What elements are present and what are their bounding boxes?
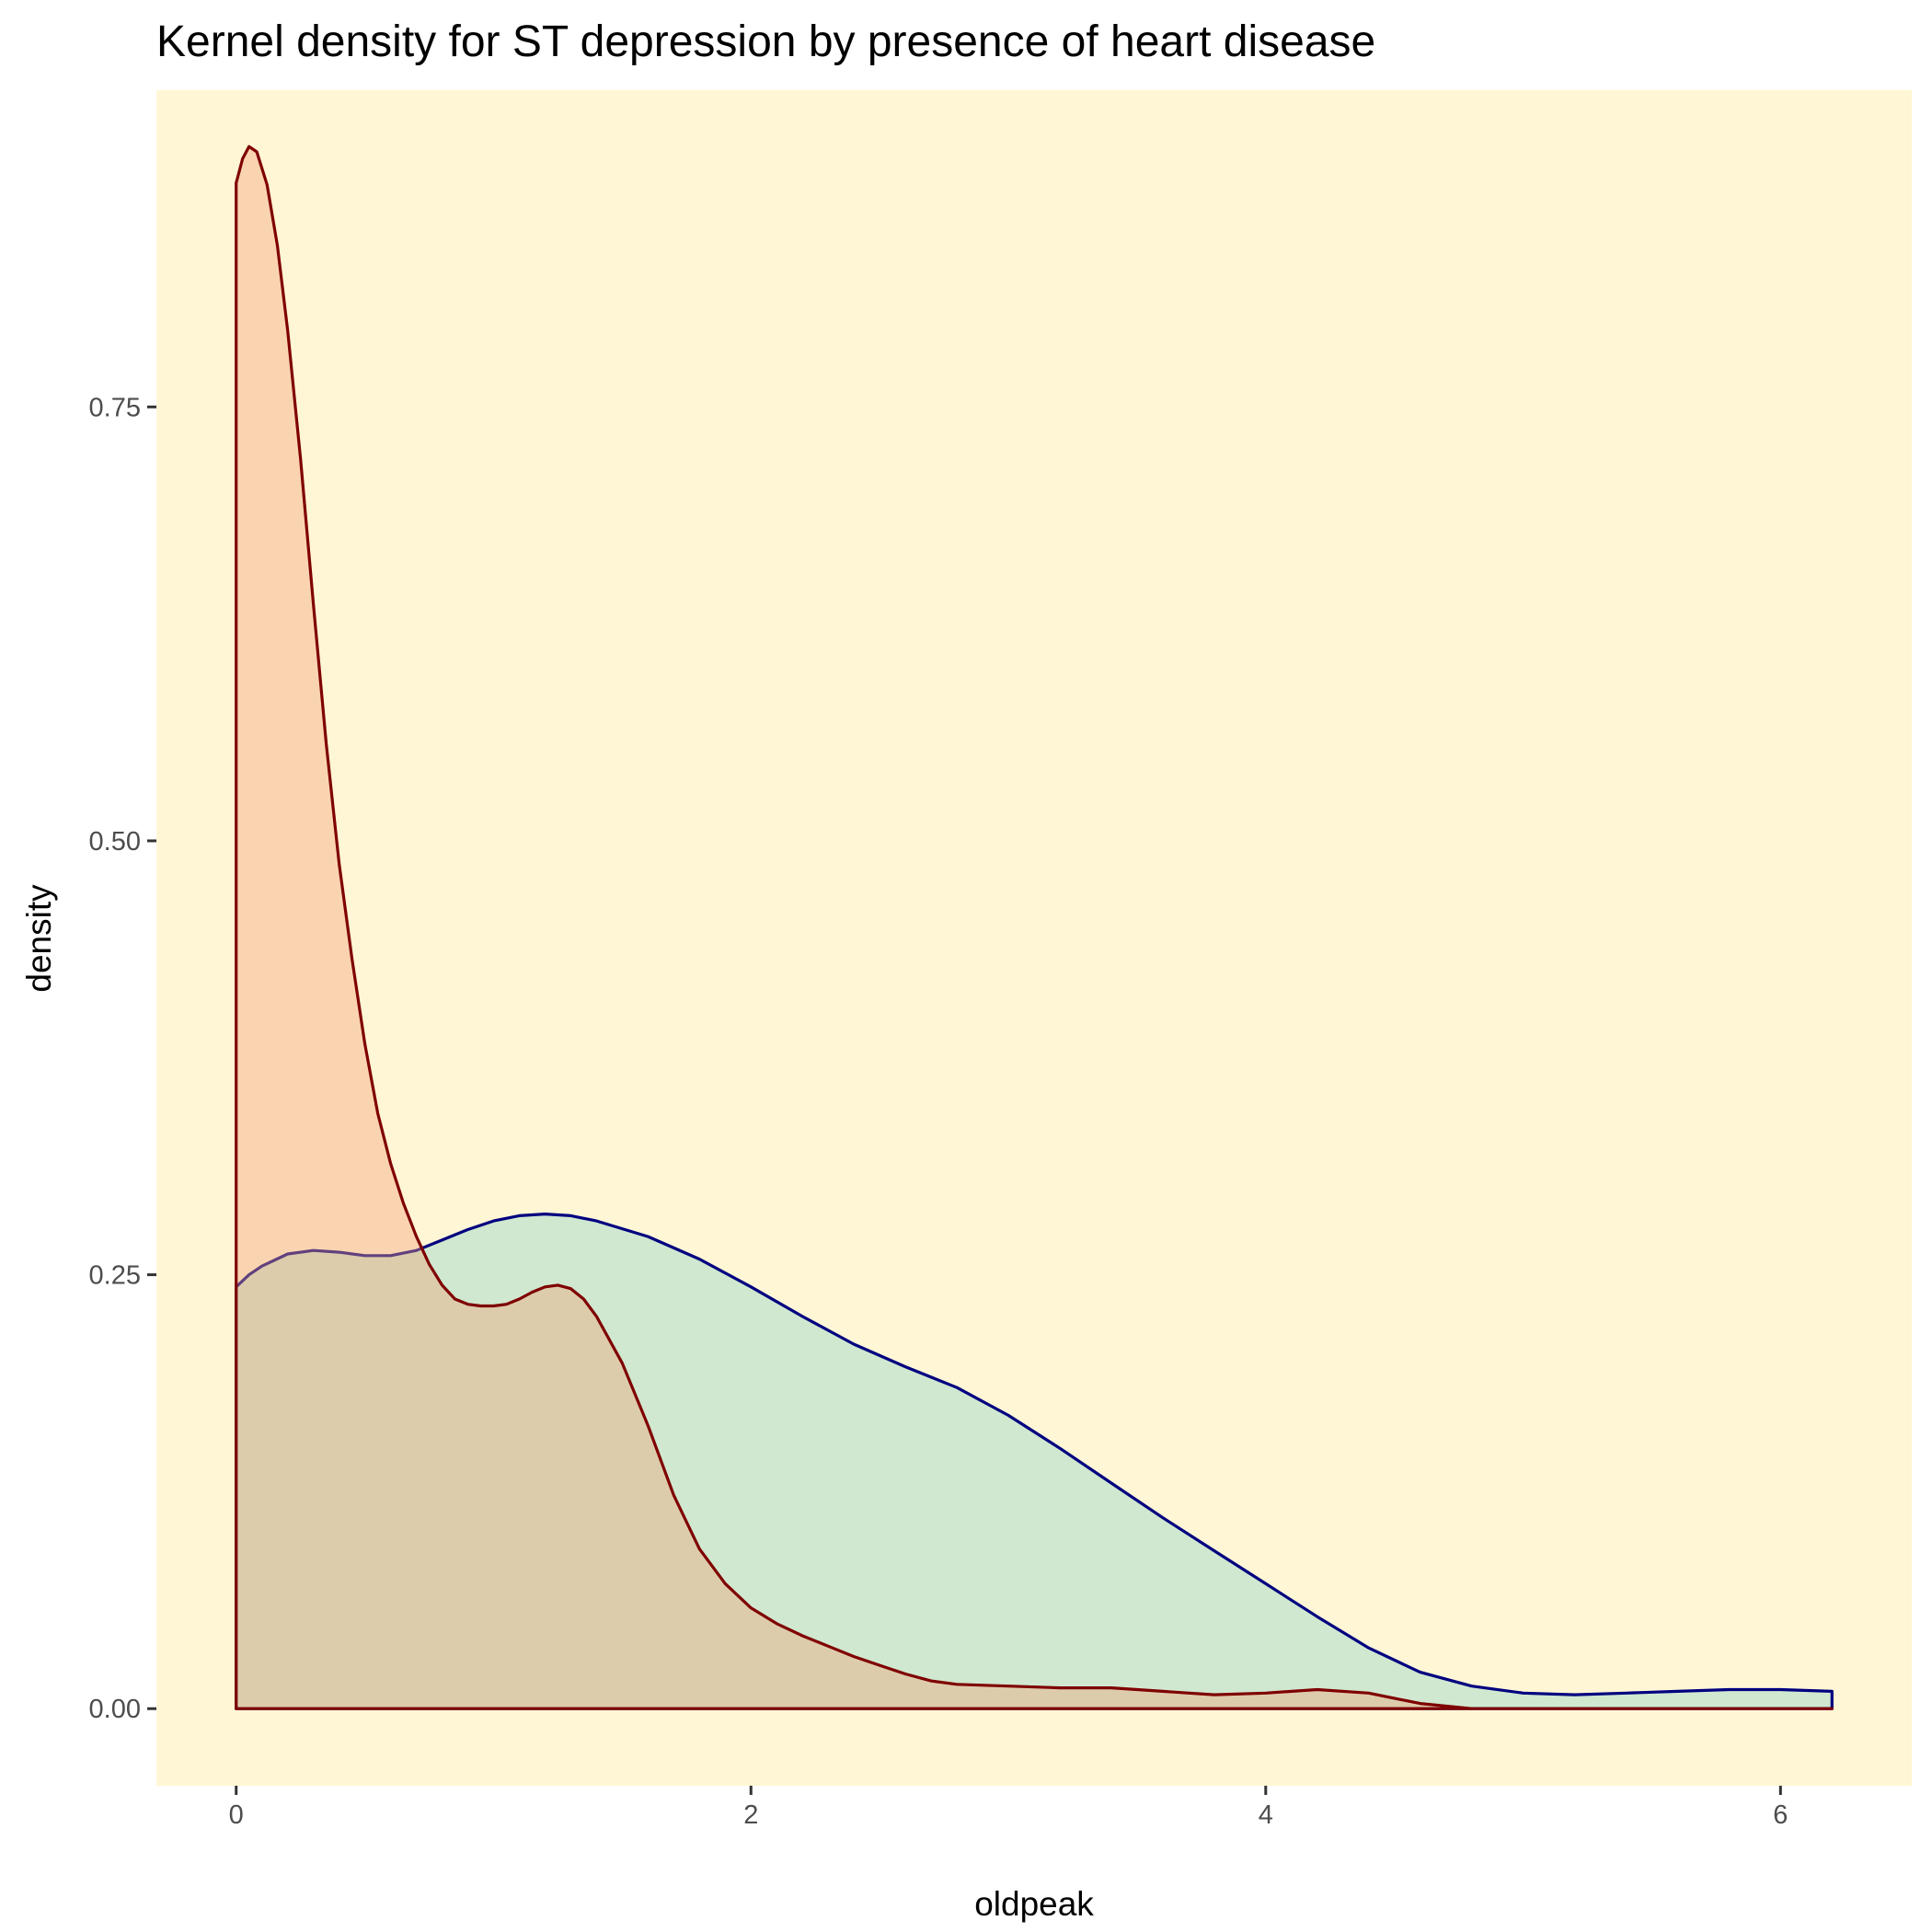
x-tick-label: 4: [1259, 1800, 1273, 1830]
y-tick-label: 0.75: [89, 393, 141, 422]
density-area-series-1: [235, 1213, 1834, 1710]
x-axis: 0 2 4 6: [229, 1786, 1788, 1830]
chart-title: Kernel density for ST depression by pres…: [156, 17, 1375, 66]
density-area-series-2: [235, 144, 1834, 1710]
y-tick-label: 0.25: [89, 1261, 141, 1291]
y-axis: 0.00 0.25 0.50 0.75: [89, 393, 156, 1724]
y-axis-title: density: [20, 884, 58, 993]
x-tick-label: 0: [229, 1800, 244, 1830]
x-axis-title: oldpeak: [974, 1885, 1094, 1923]
series-layer: [235, 144, 1834, 1710]
x-tick-label: 6: [1773, 1800, 1788, 1830]
y-tick-label: 0.50: [89, 827, 141, 857]
x-tick-label: 2: [743, 1800, 758, 1830]
y-tick-label: 0.00: [89, 1695, 141, 1724]
